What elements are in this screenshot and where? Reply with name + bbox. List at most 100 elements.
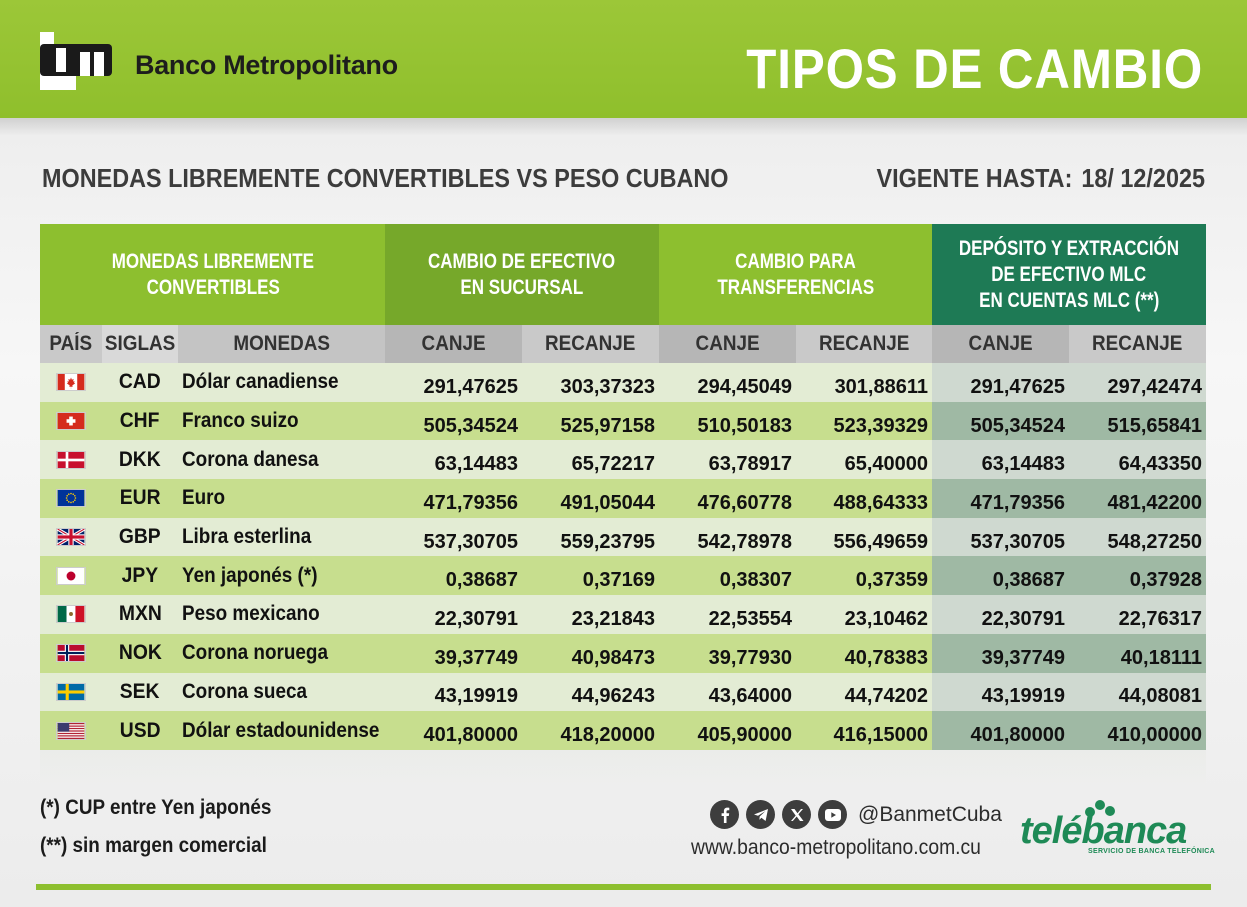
rate-value: 22,76317 — [1069, 595, 1206, 634]
currency-name: Yen japonés (*) — [178, 556, 385, 596]
column-header-pais: PAÍS — [40, 325, 102, 363]
rate-value: 63,78917 — [659, 440, 796, 480]
rate-value: 510,50183 — [659, 401, 796, 441]
rate-value: 559,23795 — [522, 517, 659, 557]
currency-code: USD — [102, 711, 178, 750]
rate-value: 471,79356 — [932, 479, 1069, 518]
table-row: CHF Franco suizo 505,34524 525,97158 510,501… — [40, 401, 1206, 441]
rate-value: 401,80000 — [385, 711, 522, 750]
rate-value: 23,10462 — [796, 595, 932, 634]
rate-value: 491,05044 — [522, 479, 659, 518]
currency-name: Franco suizo — [178, 401, 385, 441]
rate-value: 476,60778 — [659, 479, 796, 518]
vigente-label: VIGENTE HASTA: — [876, 163, 1073, 193]
rate-value: 64,43350 — [1069, 440, 1206, 480]
bottom-bar — [36, 884, 1211, 890]
rate-value: 556,49659 — [796, 517, 932, 557]
rate-value: 22,53554 — [659, 595, 796, 634]
top-banner: Banco Metropolitano TIPOS DE CAMBIO — [0, 0, 1247, 136]
currency-name: Dólar canadiense — [178, 363, 385, 402]
rate-value: 0,37359 — [796, 556, 932, 596]
rate-value: 537,30705 — [932, 517, 1069, 557]
currency-code: MXN — [102, 595, 178, 634]
rate-value: 63,14483 — [932, 440, 1069, 480]
column-header-siglas: SIGLAS — [102, 325, 178, 363]
exchange-rate-table: MONEDAS LIBREMENTE CONVERTIBLES CAMBIO DE… — [40, 224, 1206, 750]
table-row: JPY Yen japonés (*) 0,38687 0,37169 0,38307 0… — [40, 556, 1206, 596]
currency-name: Corona sueca — [178, 672, 385, 712]
currency-code: EUR — [102, 479, 178, 518]
rate-value: 537,30705 — [385, 517, 522, 557]
eu-flag-icon — [40, 479, 102, 518]
norway-flag-icon — [40, 633, 102, 673]
group-header-monedas: MONEDAS LIBREMENTE CONVERTIBLES — [40, 224, 385, 325]
currency-code: SEK — [102, 672, 178, 712]
usa-flag-icon — [40, 711, 102, 750]
rate-value: 291,47625 — [932, 363, 1069, 402]
rate-value: 23,21843 — [522, 595, 659, 634]
rate-value: 40,18111 — [1069, 633, 1206, 673]
table-row: USD Dólar estadounidense 401,80000 418,2000… — [40, 711, 1206, 750]
rate-value: 0,38307 — [659, 556, 796, 596]
x-icon[interactable] — [782, 800, 811, 829]
rate-value: 39,77930 — [659, 633, 796, 673]
rate-value: 416,15000 — [796, 711, 932, 750]
social-links: @BanmetCuba — [710, 800, 1002, 829]
telegram-icon[interactable] — [746, 800, 775, 829]
rate-value: 301,88611 — [796, 363, 932, 402]
column-header-transferencias-recanje: RECANJE — [796, 325, 932, 363]
japan-flag-icon — [40, 556, 102, 596]
rate-value: 542,78978 — [659, 517, 796, 557]
rate-value: 39,37749 — [932, 633, 1069, 673]
currency-name: Dólar estadounidense — [178, 711, 385, 750]
rate-value: 40,98473 — [522, 633, 659, 673]
rate-value: 481,42200 — [1069, 479, 1206, 518]
currency-name: Corona danesa — [178, 440, 385, 480]
group-header-efectivo: CAMBIO DE EFECTIVO EN SUCURSAL — [385, 224, 659, 325]
group-header-mlc: DEPÓSITO Y EXTRACCIÓN DE EFECTIVO MLC EN C… — [932, 224, 1206, 325]
page-title: TIPOS DE CAMBIO — [746, 37, 1203, 100]
rate-value: 0,38687 — [385, 556, 522, 596]
currency-name: Peso mexicano — [178, 595, 385, 634]
rate-value: 525,97158 — [522, 401, 659, 441]
vigente-hasta: VIGENTE HASTA: 18/ 12/2025 — [877, 163, 1206, 194]
switzerland-flag-icon — [40, 401, 102, 441]
column-header-efectivo-canje: CANJE — [385, 325, 522, 363]
rate-value: 523,39329 — [796, 401, 932, 441]
table-row: DKK Corona danesa 63,14483 65,72217 63,78917… — [40, 440, 1206, 480]
telebanca-dots-icon — [1085, 800, 1115, 817]
column-header-row: PAÍS SIGLAS MONEDAS CANJE RECANJE CANJE … — [40, 325, 1206, 363]
group-header-row: MONEDAS LIBREMENTE CONVERTIBLES CAMBIO DE… — [40, 224, 1206, 325]
rate-value: 0,38687 — [932, 556, 1069, 596]
table-reflection — [40, 750, 1206, 790]
youtube-icon[interactable] — [818, 800, 847, 829]
rate-value: 401,80000 — [932, 711, 1069, 750]
rate-value: 22,30791 — [932, 595, 1069, 634]
currency-code: DKK — [102, 440, 178, 480]
table-row: NOK Corona noruega 39,37749 40,98473 39,7793… — [40, 633, 1206, 673]
rate-value: 303,37323 — [522, 363, 659, 402]
rate-value: 488,64333 — [796, 479, 932, 518]
facebook-icon[interactable] — [710, 800, 739, 829]
rate-value: 505,34524 — [385, 401, 522, 441]
rate-value: 294,45049 — [659, 363, 796, 402]
telebanca-logo: telébanca SERVICIO DE BANCA TELEFÓNICA — [1020, 798, 1215, 862]
table-row: SEK Corona sueca 43,19919 44,96243 43,64000 4… — [40, 672, 1206, 712]
telebanca-tagline: SERVICIO DE BANCA TELEFÓNICA — [1088, 848, 1216, 855]
rate-value: 418,20000 — [522, 711, 659, 750]
mexico-flag-icon — [40, 595, 102, 634]
footnote-mlc: (**) sin margen comercial — [40, 834, 267, 857]
currency-code: NOK — [102, 633, 178, 673]
rate-value: 505,34524 — [932, 401, 1069, 441]
rate-value: 65,72217 — [522, 440, 659, 480]
rate-value: 515,65841 — [1069, 401, 1206, 441]
rate-value: 63,14483 — [385, 440, 522, 480]
social-handle[interactable]: @BanmetCuba — [858, 802, 1002, 826]
rate-value: 44,96243 — [522, 672, 659, 712]
website-link[interactable]: www.banco-metropolitano.com.cu — [691, 836, 981, 859]
footnote-yen: (*) CUP entre Yen japonés — [40, 796, 272, 819]
table-row: MXN Peso mexicano 22,30791 23,21843 22,53554… — [40, 595, 1206, 634]
currency-name: Libra esterlina — [178, 517, 385, 557]
rate-value: 297,42474 — [1069, 363, 1206, 402]
rate-value: 43,64000 — [659, 672, 796, 712]
